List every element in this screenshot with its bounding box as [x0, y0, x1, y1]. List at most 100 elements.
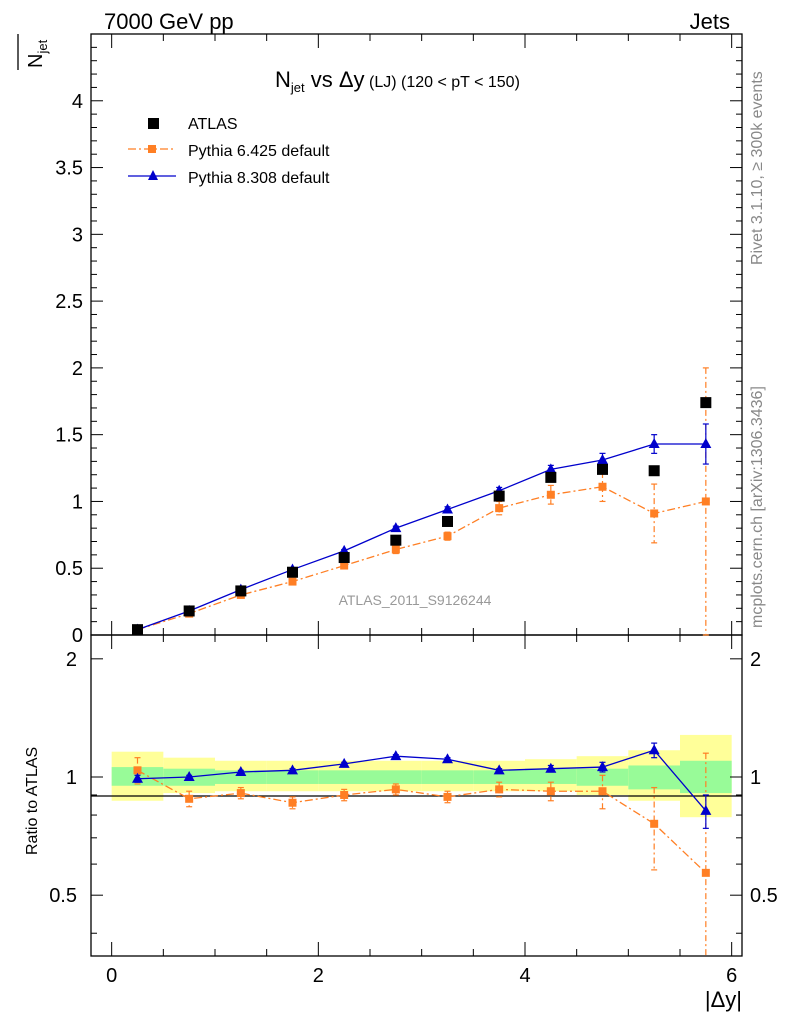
- main-y-tick-label: 4: [72, 91, 83, 113]
- main-y-axis-label-sub: jet: [35, 39, 50, 54]
- main-pythia8-point: [442, 503, 453, 514]
- legend-label-atlas: ATLAS: [188, 116, 238, 133]
- ratio-x-tick-label: 2: [313, 965, 324, 987]
- ratio-y-axis-label: Ratio to ATLAS: [24, 747, 41, 855]
- main-atlas-point: [545, 471, 557, 483]
- ratio-y-tick-label-right: 0.5: [750, 885, 778, 907]
- main-atlas-point: [183, 605, 195, 617]
- ratio-x-tick-label: 0: [106, 965, 117, 987]
- ratio-inner-band-7: [473, 770, 525, 784]
- legend-label-pythia8: Pythia 8.308 default: [188, 170, 330, 187]
- legend-marker-pythia6: [148, 145, 156, 153]
- main-title-sub: jet: [290, 80, 305, 95]
- main-y-tick-label: 2.5: [55, 291, 83, 313]
- ratio-y-tick-label: 0.5: [49, 885, 77, 907]
- ratio-pythia6-point: [598, 787, 607, 796]
- main-atlas-point: [442, 515, 453, 527]
- ratio-pythia8-point: [287, 764, 298, 775]
- ratio-pythia8-point: [648, 744, 660, 755]
- ratio-pythia8-point: [235, 765, 247, 776]
- main-title-lj: (LJ): [365, 74, 397, 91]
- ratio-pythia8-point: [390, 750, 402, 761]
- main-pythia6-point: [598, 482, 607, 491]
- legend-label-pythia6: Pythia 6.425 default: [188, 143, 330, 160]
- main-y-tick-label: 1: [72, 491, 83, 513]
- ratio-plot-series: [132, 742, 712, 956]
- main-y-axis-label-n: N: [25, 54, 47, 68]
- ratio-inner-band-4: [318, 770, 370, 784]
- ratio-y-tick-label: 2: [66, 649, 77, 671]
- ratio-pythia8-point: [700, 804, 712, 815]
- ratio-pythia6-point: [340, 790, 349, 799]
- ratio-inner-band-3: [266, 770, 319, 784]
- main-pythia6-point: [443, 532, 452, 541]
- main-pythia6-point: [288, 577, 297, 586]
- svg-text:Njet: Njet: [25, 39, 50, 68]
- main-pythia6-point: [701, 497, 710, 506]
- main-title-n: N: [275, 67, 291, 92]
- ratio-pythia6-point: [650, 819, 659, 828]
- main-pythia8-point: [390, 522, 402, 533]
- ratio-inner-band-10: [628, 765, 680, 790]
- ratio-inner-band-5: [370, 770, 422, 784]
- main-title-vs: vs Δy: [305, 67, 365, 92]
- main-plot-title: Njet vs Δy (LJ) (120 < pT < 150): [275, 67, 520, 95]
- ratio-pythia8-point: [442, 753, 453, 764]
- main-pythia8-point: [597, 454, 608, 465]
- main-title-range: (120 < pT < 150): [397, 74, 520, 91]
- ratio-pythia8-point: [545, 762, 557, 773]
- main-y-axis-label: Njet: [17, 34, 50, 70]
- ratio-x-tick-label: 6: [726, 965, 737, 987]
- analysis-watermark: ATLAS_2011_S9126244: [339, 592, 492, 608]
- ratio-y-tick-label: 1: [66, 767, 77, 789]
- main-pythia6-point: [495, 504, 504, 513]
- legend-marker-atlas: [148, 118, 159, 129]
- ratio-pythia6-point: [185, 794, 194, 803]
- main-pythia8-line: [137, 443, 706, 631]
- main-y-tick-label: 3: [72, 224, 83, 246]
- ratio-pythia6-point: [701, 868, 710, 877]
- main-atlas-point: [132, 624, 143, 636]
- main-atlas-point: [390, 534, 402, 546]
- main-y-tick-label: 2: [72, 358, 83, 380]
- main-atlas-point: [597, 463, 608, 475]
- main-axis-ticks: 0 0.5 1 1.5 2 2.5 3 3.5 4: [55, 34, 742, 647]
- ratio-pythia6-point: [443, 792, 452, 801]
- ratio-pythia8-line: [137, 749, 707, 812]
- main-y-tick-label: 0.5: [55, 558, 83, 580]
- ratio-y-tick-label-right: 2: [750, 649, 761, 671]
- main-pythia6-line: [137, 486, 706, 631]
- ratio-pythia6-point: [133, 766, 142, 775]
- side-label-mcplots: mcplots.cern.ch [arXiv:1306.3436]: [749, 386, 766, 628]
- main-atlas-point: [287, 566, 298, 578]
- ratio-pythia8-point: [132, 772, 143, 783]
- main-plot-series: [132, 367, 712, 636]
- ratio-axis-ticks: 0 2 4 6 0.5 0.5 1 1 2 2: [49, 635, 778, 987]
- main-pythia6-point: [650, 509, 659, 518]
- ratio-x-tick-label: 4: [519, 965, 530, 987]
- main-pythia6-point: [546, 490, 555, 499]
- ratio-inner-band-6: [421, 770, 474, 784]
- ratio-pythia8-point: [338, 757, 350, 768]
- header-category: Jets: [690, 9, 730, 34]
- ratio-pythia8-point: [597, 761, 608, 772]
- ratio-pythia6-point: [288, 798, 297, 807]
- main-atlas-point: [700, 397, 712, 409]
- ratio-pythia6-point: [391, 785, 400, 794]
- ratio-pythia6-point: [546, 787, 555, 796]
- ratio-pythia8-point: [493, 764, 505, 775]
- main-atlas-point: [338, 552, 350, 564]
- main-y-tick-label: 3.5: [55, 158, 83, 180]
- main-pythia6-point: [340, 561, 349, 570]
- ratio-inner-band-8: [525, 768, 577, 784]
- main-pythia6-point: [391, 545, 400, 554]
- main-pythia8-point: [648, 438, 660, 449]
- ratio-pythia8-point: [183, 771, 195, 782]
- ratio-pythia6-line: [137, 769, 707, 874]
- main-atlas-point: [493, 490, 505, 502]
- side-label-rivet: Rivet 3.1.10, ≥ 300k events: [749, 71, 766, 265]
- ratio-y-tick-label-right: 1: [750, 767, 761, 789]
- main-atlas-point: [235, 585, 247, 597]
- x-axis-label: |Δy|: [705, 987, 742, 1012]
